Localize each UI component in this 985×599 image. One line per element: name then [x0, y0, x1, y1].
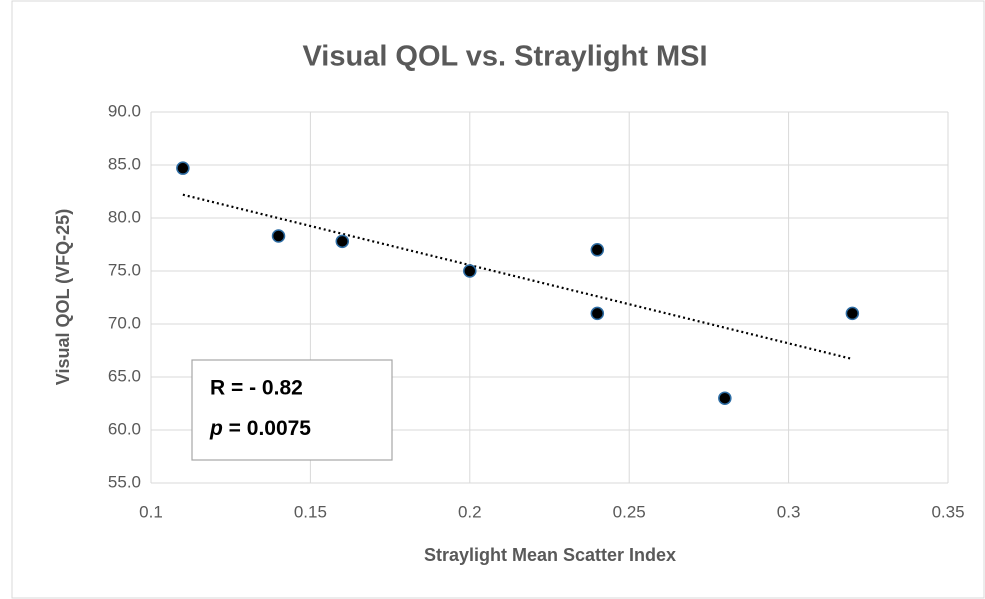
point — [845, 306, 860, 321]
annotation-box — [191, 359, 393, 461]
marks — [176, 161, 860, 405]
y-tick-label: 60.0 — [108, 419, 141, 438]
chart-title: Visual QOL vs. Straylight MSI — [302, 41, 707, 73]
annotation-p: p = 0.0075 — [209, 417, 311, 440]
grid: 55.0 60.0 65.0 70.0 75.0 80.0 85.0 90.0 0.1 0.15 0… — [108, 101, 965, 521]
x-tick-label: 0.25 — [613, 502, 646, 521]
y-tick-label: 70.0 — [108, 313, 141, 332]
x-tick-label: 0.15 — [294, 502, 327, 521]
y-tick-label: 55.0 — [108, 472, 141, 491]
x-tick-label: 0.3 — [777, 502, 801, 521]
point — [176, 161, 190, 175]
point — [463, 264, 477, 278]
annotation-p-symbol: p — [209, 417, 223, 440]
x-tick-label: 0.35 — [931, 502, 964, 521]
x-tick-label: 0.1 — [139, 502, 163, 521]
y-axis-label: Visual QOL (VFQ-25) — [53, 209, 73, 385]
y-tick-label: 75.0 — [108, 260, 141, 279]
point — [718, 391, 732, 405]
chart-border — [11, 0, 985, 599]
point — [590, 306, 605, 321]
annotation-p-text: = 0.0075 — [223, 417, 311, 440]
x-axis-label: Straylight Mean Scatter Index — [424, 545, 676, 565]
y-tick-label: 80.0 — [108, 207, 141, 226]
y-tick-label: 85.0 — [108, 154, 141, 173]
y-tick-label: 65.0 — [108, 366, 141, 385]
point — [271, 229, 286, 243]
point — [590, 243, 605, 257]
annotation-r: R = - 0.82 — [210, 377, 303, 400]
x-tick-label: 0.2 — [458, 502, 482, 521]
point — [335, 234, 350, 249]
y-tick-label: 90.0 — [108, 101, 141, 120]
